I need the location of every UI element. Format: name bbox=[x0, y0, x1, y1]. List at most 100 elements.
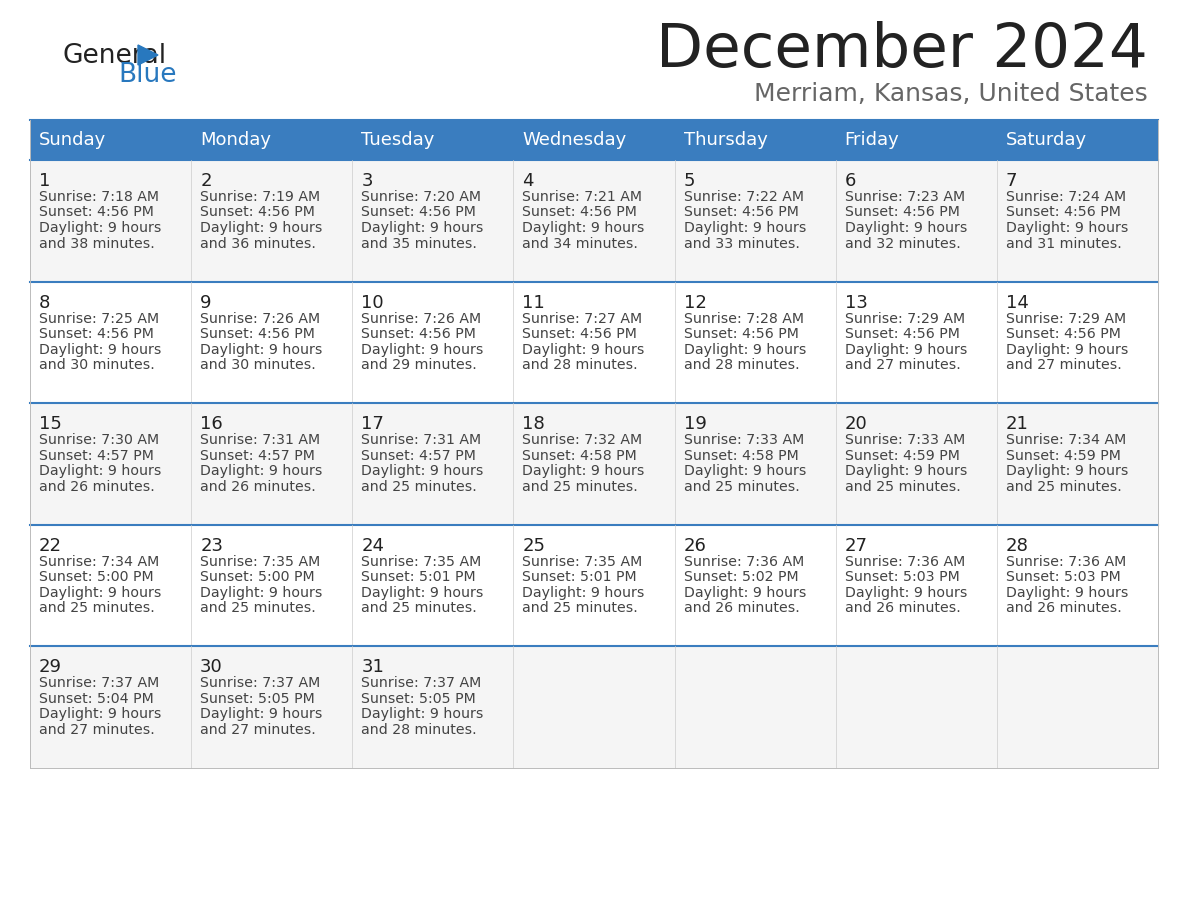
Text: Sunset: 4:56 PM: Sunset: 4:56 PM bbox=[39, 327, 154, 341]
Text: Daylight: 9 hours: Daylight: 9 hours bbox=[39, 342, 162, 356]
Text: and 25 minutes.: and 25 minutes. bbox=[39, 601, 154, 615]
Text: Sunrise: 7:36 AM: Sunrise: 7:36 AM bbox=[845, 554, 965, 569]
Text: and 25 minutes.: and 25 minutes. bbox=[683, 480, 800, 494]
Text: Sunset: 4:57 PM: Sunset: 4:57 PM bbox=[39, 449, 154, 463]
Text: 14: 14 bbox=[1006, 294, 1029, 311]
Text: 9: 9 bbox=[200, 294, 211, 311]
Text: Sunrise: 7:31 AM: Sunrise: 7:31 AM bbox=[200, 433, 321, 447]
Text: Daylight: 9 hours: Daylight: 9 hours bbox=[361, 708, 484, 722]
Text: Blue: Blue bbox=[118, 62, 177, 88]
Text: and 34 minutes.: and 34 minutes. bbox=[523, 237, 638, 251]
Text: and 26 minutes.: and 26 minutes. bbox=[845, 601, 960, 615]
Text: and 28 minutes.: and 28 minutes. bbox=[523, 358, 638, 372]
Text: Sunrise: 7:33 AM: Sunrise: 7:33 AM bbox=[845, 433, 965, 447]
Text: 4: 4 bbox=[523, 172, 533, 190]
Text: and 38 minutes.: and 38 minutes. bbox=[39, 237, 154, 251]
Text: Sunset: 5:05 PM: Sunset: 5:05 PM bbox=[200, 692, 315, 706]
Text: and 29 minutes.: and 29 minutes. bbox=[361, 358, 478, 372]
Text: 13: 13 bbox=[845, 294, 867, 311]
Bar bbox=[30, 403, 1158, 525]
Text: Sunset: 4:56 PM: Sunset: 4:56 PM bbox=[845, 327, 960, 341]
Text: Sunset: 4:59 PM: Sunset: 4:59 PM bbox=[1006, 449, 1120, 463]
Text: and 25 minutes.: and 25 minutes. bbox=[523, 480, 638, 494]
Bar bbox=[30, 646, 1158, 768]
Text: Friday: Friday bbox=[845, 131, 899, 149]
Text: 28: 28 bbox=[1006, 537, 1029, 554]
Text: Sunset: 4:58 PM: Sunset: 4:58 PM bbox=[523, 449, 637, 463]
Text: Daylight: 9 hours: Daylight: 9 hours bbox=[200, 708, 322, 722]
Text: and 36 minutes.: and 36 minutes. bbox=[200, 237, 316, 251]
Text: Daylight: 9 hours: Daylight: 9 hours bbox=[845, 586, 967, 599]
Text: Sunrise: 7:24 AM: Sunrise: 7:24 AM bbox=[1006, 190, 1126, 204]
Text: Sunrise: 7:20 AM: Sunrise: 7:20 AM bbox=[361, 190, 481, 204]
Text: Daylight: 9 hours: Daylight: 9 hours bbox=[361, 342, 484, 356]
Text: Monday: Monday bbox=[200, 131, 271, 149]
Text: and 33 minutes.: and 33 minutes. bbox=[683, 237, 800, 251]
Text: and 30 minutes.: and 30 minutes. bbox=[39, 358, 154, 372]
Text: Sunset: 4:56 PM: Sunset: 4:56 PM bbox=[1006, 206, 1120, 219]
Text: Sunset: 4:56 PM: Sunset: 4:56 PM bbox=[683, 327, 798, 341]
Text: 3: 3 bbox=[361, 172, 373, 190]
Text: Sunset: 4:56 PM: Sunset: 4:56 PM bbox=[683, 206, 798, 219]
Text: Daylight: 9 hours: Daylight: 9 hours bbox=[39, 586, 162, 599]
Text: Sunset: 4:56 PM: Sunset: 4:56 PM bbox=[845, 206, 960, 219]
Bar bbox=[30, 282, 1158, 403]
Text: and 27 minutes.: and 27 minutes. bbox=[845, 358, 960, 372]
Text: and 32 minutes.: and 32 minutes. bbox=[845, 237, 960, 251]
Text: Merriam, Kansas, United States: Merriam, Kansas, United States bbox=[754, 82, 1148, 106]
Text: and 25 minutes.: and 25 minutes. bbox=[361, 480, 478, 494]
Text: Daylight: 9 hours: Daylight: 9 hours bbox=[200, 586, 322, 599]
Text: Daylight: 9 hours: Daylight: 9 hours bbox=[523, 342, 645, 356]
Text: Sunset: 4:57 PM: Sunset: 4:57 PM bbox=[200, 449, 315, 463]
Text: Daylight: 9 hours: Daylight: 9 hours bbox=[683, 342, 805, 356]
Text: and 25 minutes.: and 25 minutes. bbox=[523, 601, 638, 615]
Text: Sunset: 4:56 PM: Sunset: 4:56 PM bbox=[523, 327, 637, 341]
Text: Daylight: 9 hours: Daylight: 9 hours bbox=[683, 221, 805, 235]
Text: 30: 30 bbox=[200, 658, 223, 677]
Text: Sunset: 4:56 PM: Sunset: 4:56 PM bbox=[200, 206, 315, 219]
Text: Daylight: 9 hours: Daylight: 9 hours bbox=[361, 586, 484, 599]
Bar bbox=[30, 120, 1158, 160]
Text: Daylight: 9 hours: Daylight: 9 hours bbox=[1006, 342, 1129, 356]
Text: Sunrise: 7:29 AM: Sunrise: 7:29 AM bbox=[845, 311, 965, 326]
Text: Daylight: 9 hours: Daylight: 9 hours bbox=[39, 708, 162, 722]
Text: Thursday: Thursday bbox=[683, 131, 767, 149]
Text: 23: 23 bbox=[200, 537, 223, 554]
Text: Sunset: 4:56 PM: Sunset: 4:56 PM bbox=[523, 206, 637, 219]
Bar bbox=[30, 160, 1158, 282]
Text: Sunrise: 7:18 AM: Sunrise: 7:18 AM bbox=[39, 190, 159, 204]
Text: Sunset: 4:56 PM: Sunset: 4:56 PM bbox=[361, 327, 476, 341]
Text: Sunrise: 7:35 AM: Sunrise: 7:35 AM bbox=[361, 554, 481, 569]
Text: Daylight: 9 hours: Daylight: 9 hours bbox=[361, 221, 484, 235]
Text: Sunset: 5:02 PM: Sunset: 5:02 PM bbox=[683, 570, 798, 584]
Text: 11: 11 bbox=[523, 294, 545, 311]
Text: Sunset: 5:05 PM: Sunset: 5:05 PM bbox=[361, 692, 476, 706]
Text: Wednesday: Wednesday bbox=[523, 131, 627, 149]
Text: Sunset: 5:00 PM: Sunset: 5:00 PM bbox=[39, 570, 153, 584]
Text: Daylight: 9 hours: Daylight: 9 hours bbox=[39, 221, 162, 235]
Text: Daylight: 9 hours: Daylight: 9 hours bbox=[845, 221, 967, 235]
Text: 2: 2 bbox=[200, 172, 211, 190]
Text: Sunset: 4:58 PM: Sunset: 4:58 PM bbox=[683, 449, 798, 463]
Text: Sunrise: 7:29 AM: Sunrise: 7:29 AM bbox=[1006, 311, 1126, 326]
Text: Sunrise: 7:26 AM: Sunrise: 7:26 AM bbox=[361, 311, 481, 326]
Text: Daylight: 9 hours: Daylight: 9 hours bbox=[523, 221, 645, 235]
Text: 15: 15 bbox=[39, 415, 62, 433]
Text: 17: 17 bbox=[361, 415, 384, 433]
Text: and 27 minutes.: and 27 minutes. bbox=[39, 722, 154, 737]
Text: and 28 minutes.: and 28 minutes. bbox=[683, 358, 800, 372]
Text: Sunset: 5:04 PM: Sunset: 5:04 PM bbox=[39, 692, 153, 706]
Text: Sunrise: 7:34 AM: Sunrise: 7:34 AM bbox=[39, 554, 159, 569]
Text: Sunrise: 7:25 AM: Sunrise: 7:25 AM bbox=[39, 311, 159, 326]
Text: Sunrise: 7:19 AM: Sunrise: 7:19 AM bbox=[200, 190, 321, 204]
Text: Sunrise: 7:23 AM: Sunrise: 7:23 AM bbox=[845, 190, 965, 204]
Text: and 31 minutes.: and 31 minutes. bbox=[1006, 237, 1121, 251]
Text: Daylight: 9 hours: Daylight: 9 hours bbox=[200, 465, 322, 478]
Text: Sunrise: 7:31 AM: Sunrise: 7:31 AM bbox=[361, 433, 481, 447]
Text: Daylight: 9 hours: Daylight: 9 hours bbox=[845, 342, 967, 356]
Text: Sunset: 4:56 PM: Sunset: 4:56 PM bbox=[200, 327, 315, 341]
Text: Sunday: Sunday bbox=[39, 131, 106, 149]
Text: and 27 minutes.: and 27 minutes. bbox=[1006, 358, 1121, 372]
Text: and 28 minutes.: and 28 minutes. bbox=[361, 722, 476, 737]
Text: Sunrise: 7:32 AM: Sunrise: 7:32 AM bbox=[523, 433, 643, 447]
